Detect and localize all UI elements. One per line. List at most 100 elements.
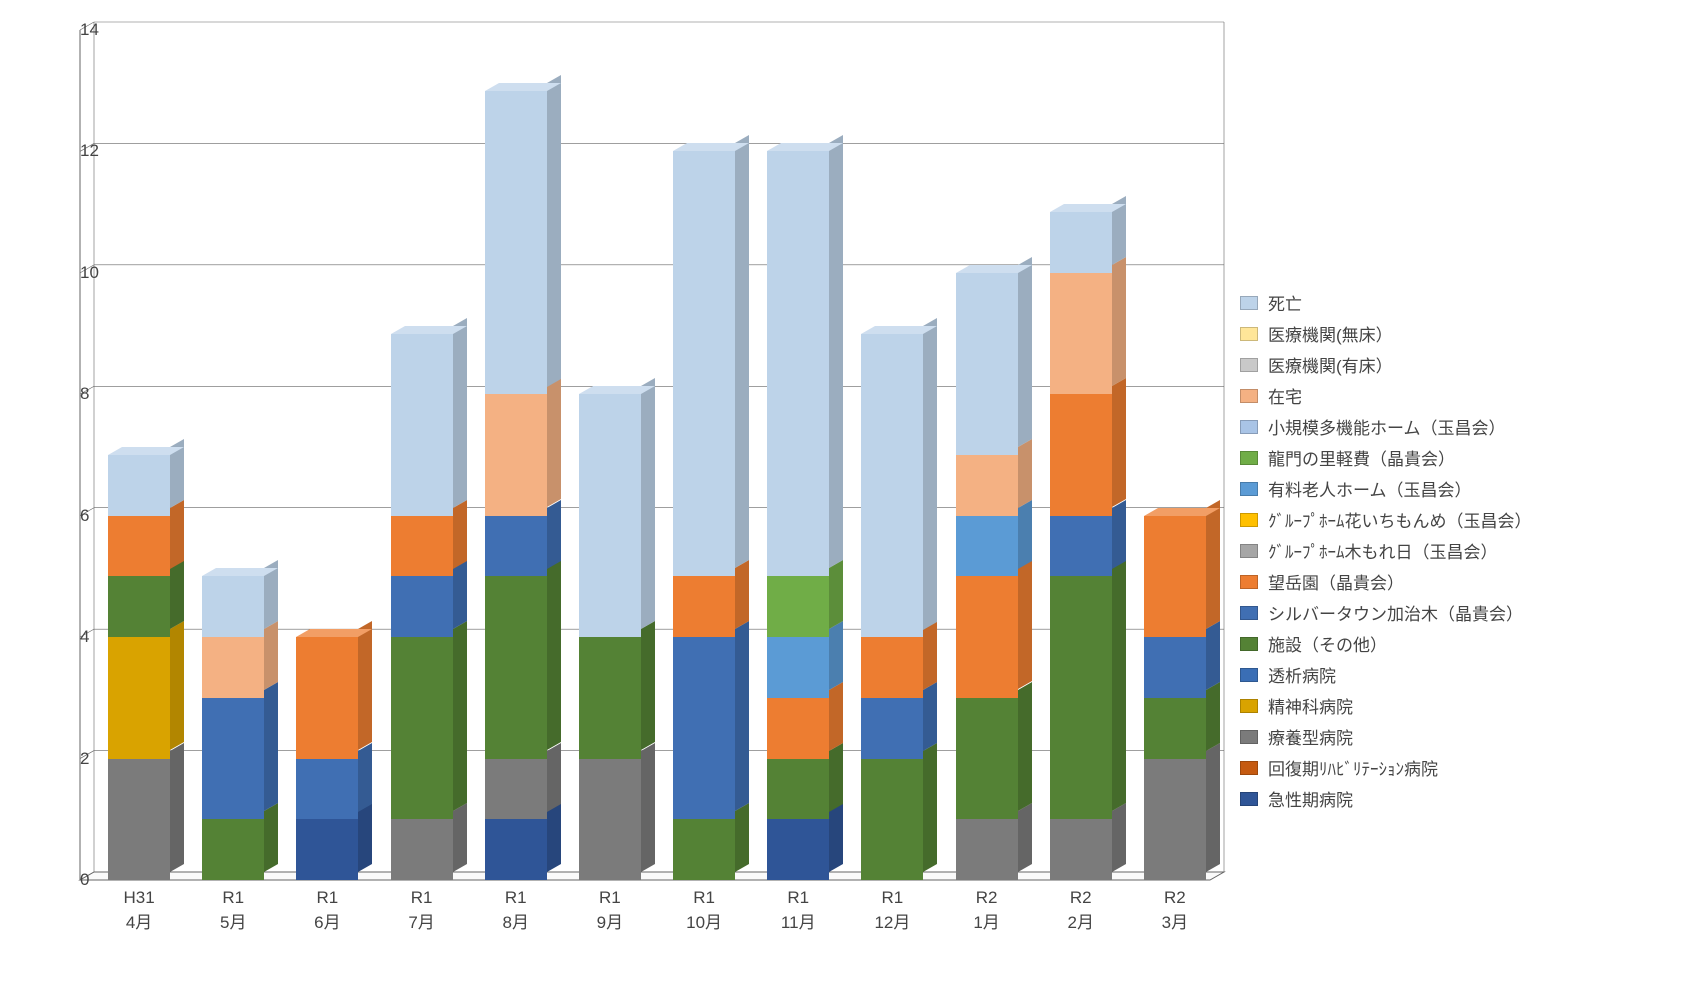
bar-segment-side <box>1112 378 1126 507</box>
bar-segment-side <box>829 743 843 812</box>
bar-segment-side <box>264 621 278 690</box>
bar-column <box>485 30 547 880</box>
bar-segment-side <box>1206 621 1220 690</box>
bar-segment-side <box>923 682 937 751</box>
legend-item: 有料老人ホーム（玉昌会） <box>1240 476 1680 501</box>
bar-segment <box>108 516 170 577</box>
bar-segment-side <box>1206 743 1220 872</box>
legend-item: 龍門の里軽費（晶貴会） <box>1240 445 1680 470</box>
bar-segment <box>485 394 547 515</box>
legend-swatch-icon <box>1240 296 1258 310</box>
legend-label: 透析病院 <box>1268 662 1336 687</box>
legend-label: 有料老人ホーム（玉昌会） <box>1268 476 1472 501</box>
bar-segment <box>767 151 829 576</box>
legend-label: ｸﾞﾙｰﾌﾟﾎｰﾑ木もれ日（玉昌会） <box>1268 538 1498 563</box>
legend-swatch-icon <box>1240 761 1258 775</box>
legend-item: ｸﾞﾙｰﾌﾟﾎｰﾑ木もれ日（玉昌会） <box>1240 538 1680 563</box>
bar-segment <box>1050 212 1112 273</box>
bar-segment-side <box>1206 682 1220 751</box>
bar-segment-side <box>923 743 937 872</box>
bar-segment-side <box>1018 682 1032 811</box>
x-tick-label: R1 10月 <box>653 888 755 933</box>
legend-swatch-icon <box>1240 637 1258 651</box>
legend-swatch-icon <box>1240 575 1258 589</box>
legend-swatch-icon <box>1240 420 1258 434</box>
bar-segment <box>108 759 170 880</box>
legend-label: シルバータウン加治木（晶貴会） <box>1268 600 1523 625</box>
bar-segment-side <box>264 682 278 811</box>
bar-segment <box>485 91 547 395</box>
x-tick-label: R1 6月 <box>276 888 378 933</box>
bar-segment <box>956 516 1018 577</box>
bar-segment <box>1050 273 1112 394</box>
bar-column <box>1144 30 1206 880</box>
x-tick-label: R1 9月 <box>559 888 661 933</box>
legend-item: 小規模多機能ホーム（玉昌会） <box>1240 414 1680 439</box>
bar-segment <box>202 819 264 880</box>
bar-segment <box>767 637 829 698</box>
legend-item: 望岳園（晶貴会） <box>1240 569 1680 594</box>
bar-segment-side <box>641 621 655 750</box>
bar-segment-side <box>641 378 655 629</box>
bar-segment <box>1144 759 1206 880</box>
bar-segment-side <box>1018 560 1032 689</box>
legend-swatch-icon <box>1240 544 1258 558</box>
bar-segment-top <box>956 265 1032 273</box>
bar-segment-side <box>170 621 184 750</box>
legend-swatch-icon <box>1240 699 1258 713</box>
bar-segment-side <box>735 621 749 811</box>
bar-segment-side <box>547 560 561 750</box>
bar-segment-side <box>1206 500 1220 629</box>
chart-plot-area: 02468101214 H31 4月R1 5月R1 6月R1 7月R1 8月R1… <box>60 10 1220 950</box>
bar-segment <box>1050 516 1112 577</box>
bar-segment <box>202 698 264 819</box>
bar-segment <box>296 819 358 880</box>
bar-segment-side <box>547 743 561 812</box>
bar-segment-top <box>1144 508 1220 516</box>
legend-item: 施設（その他） <box>1240 631 1680 656</box>
bar-segment <box>956 576 1018 697</box>
bar-segment <box>108 576 170 637</box>
legend-label: 精神科病院 <box>1268 693 1353 718</box>
legend-swatch-icon <box>1240 606 1258 620</box>
x-tick-label: R1 7月 <box>371 888 473 933</box>
bar-segment <box>1144 698 1206 759</box>
legend-item: 医療機関(有床） <box>1240 352 1680 377</box>
bar-segment <box>767 698 829 759</box>
legend-item: ｸﾞﾙｰﾌﾟﾎｰﾑ花いちもんめ（玉昌会） <box>1240 507 1680 532</box>
bar-segment <box>391 334 453 516</box>
legend-label: 小規模多機能ホーム（玉昌会） <box>1268 414 1506 439</box>
bar-segment-side <box>547 75 561 387</box>
legend-swatch-icon <box>1240 668 1258 682</box>
bar-column <box>579 30 641 880</box>
bar-segment <box>861 698 923 759</box>
x-tick-label: R1 11月 <box>747 888 849 933</box>
legend-swatch-icon <box>1240 358 1258 372</box>
bar-column <box>108 30 170 880</box>
legend-item: 回復期ﾘﾊﾋﾞﾘﾃｰｼｮﾝ病院 <box>1240 755 1680 780</box>
bar-segment <box>202 637 264 698</box>
bar-segment-side <box>547 500 561 569</box>
bar-segment <box>579 759 641 880</box>
bar-segment <box>673 151 735 576</box>
bar-segment <box>391 819 453 880</box>
bar-segment <box>673 819 735 880</box>
bar-segment-side <box>1112 500 1126 569</box>
bar-segment-side <box>453 560 467 629</box>
legend-item: 急性期病院 <box>1240 786 1680 811</box>
bar-segment-side <box>829 682 843 751</box>
bar-segment <box>956 455 1018 516</box>
legend-label: 回復期ﾘﾊﾋﾞﾘﾃｰｼｮﾝ病院 <box>1268 755 1438 780</box>
legend-label: 療養型病院 <box>1268 724 1353 749</box>
legend-swatch-icon <box>1240 792 1258 806</box>
bar-segment <box>485 576 547 758</box>
bar-segment-side <box>170 560 184 629</box>
bar-segment <box>485 516 547 577</box>
bar-segment-side <box>1018 500 1032 569</box>
legend-label: 医療機関(無床） <box>1268 321 1393 346</box>
bar-segment <box>296 759 358 820</box>
bar-segment-side <box>453 318 467 508</box>
legend-label: 施設（その他） <box>1268 631 1387 656</box>
bar-column <box>861 30 923 880</box>
bar-segment <box>861 759 923 880</box>
